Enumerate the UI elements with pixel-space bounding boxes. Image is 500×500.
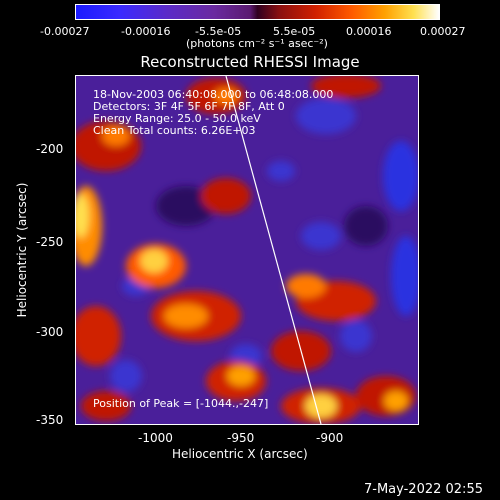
annotation-clean: Clean Total counts: 6.26E+03 <box>93 124 256 137</box>
y-axis-label: Heliocentric Y (arcsec) <box>15 182 29 318</box>
annotation-time: 18-Nov-2003 06:40:08.000 to 06:48:08.000 <box>93 88 334 101</box>
heatmap-image <box>76 76 418 424</box>
footer-timestamp: 7-May-2022 02:55 <box>364 482 483 497</box>
image-plot: 18-Nov-2003 06:40:08.000 to 06:48:08.000… <box>75 75 419 425</box>
y-axis: -200 -250 -300 -350 Heliocentric Y (arcs… <box>0 0 75 500</box>
plot-title: Reconstructed RHESSI Image <box>140 53 360 71</box>
colorbar-tick: 5.5e-05 <box>273 25 316 38</box>
y-tick-label: -250 <box>36 235 64 249</box>
y-tick-label: -300 <box>36 325 64 339</box>
colorbar-tick: -5.5e-05 <box>195 25 242 38</box>
annotation-detectors: Detectors: 3F 4F 5F 6F 7F 8F, Att 0 <box>93 100 285 113</box>
x-tick-label: -1000 <box>138 431 173 445</box>
colorbar-tick: 0.00027 <box>420 25 466 38</box>
colorbar-ticks: -0.00027 -0.00016 -5.5e-05 5.5e-05 0.000… <box>0 20 500 48</box>
colorbar <box>75 4 440 20</box>
x-tick-label: -950 <box>227 431 255 445</box>
y-tick-label: -350 <box>36 413 64 427</box>
annotation-energy: Energy Range: 25.0 - 50.0 keV <box>93 112 261 125</box>
x-tick-label: -900 <box>316 431 344 445</box>
colorbar-unit-label: (photons cm⁻² s⁻¹ asec⁻²) <box>186 37 328 50</box>
colorbar-tick: 0.00016 <box>346 25 392 38</box>
x-axis: -1000 -950 -900 Heliocentric X (arcsec) <box>0 425 500 465</box>
solar-limb-line <box>225 76 322 424</box>
annotation-peak: Position of Peak = [-1044.,-247] <box>93 397 269 410</box>
y-tick-label: -200 <box>36 142 64 156</box>
colorbar-tick: -0.00027 <box>40 25 90 38</box>
x-axis-label: Heliocentric X (arcsec) <box>172 447 308 461</box>
colorbar-tick: -0.00016 <box>121 25 171 38</box>
